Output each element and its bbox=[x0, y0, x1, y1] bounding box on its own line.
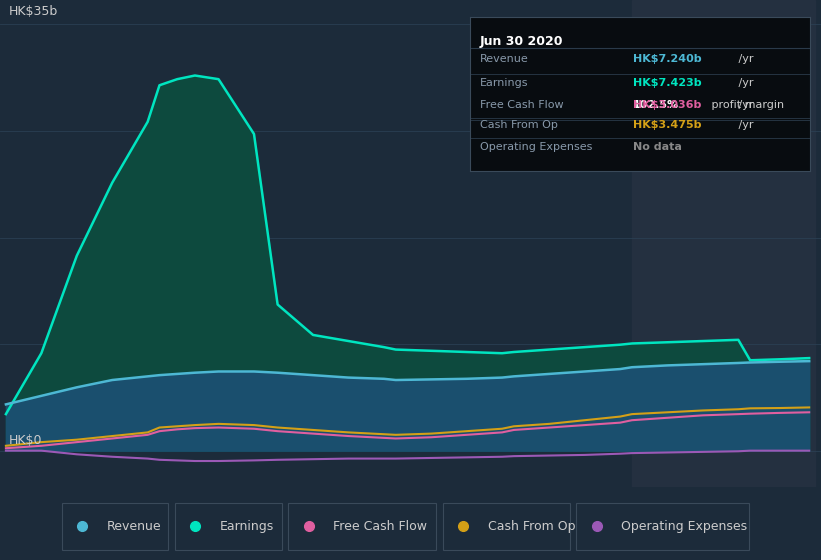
Text: Jun 30 2020: Jun 30 2020 bbox=[479, 35, 563, 48]
Text: Free Cash Flow: Free Cash Flow bbox=[333, 520, 427, 533]
Text: /yr: /yr bbox=[736, 120, 754, 130]
Text: Operating Expenses: Operating Expenses bbox=[621, 520, 748, 533]
Bar bbox=[443, 503, 570, 550]
Text: /yr: /yr bbox=[736, 78, 754, 88]
Text: /yr: /yr bbox=[736, 54, 754, 64]
Bar bbox=[576, 503, 749, 550]
Text: Earnings: Earnings bbox=[479, 78, 529, 88]
Text: Revenue: Revenue bbox=[107, 520, 162, 533]
Text: Revenue: Revenue bbox=[479, 54, 529, 64]
Text: /yr: /yr bbox=[736, 100, 754, 110]
Text: Cash From Op: Cash From Op bbox=[479, 120, 557, 130]
Text: Cash From Op: Cash From Op bbox=[488, 520, 576, 533]
Text: HK$35b: HK$35b bbox=[8, 5, 57, 18]
Bar bbox=[288, 503, 436, 550]
Text: HK$3.036b: HK$3.036b bbox=[633, 100, 701, 110]
Text: HK$3.475b: HK$3.475b bbox=[633, 120, 702, 130]
Text: HK$7.240b: HK$7.240b bbox=[633, 54, 702, 64]
Text: Operating Expenses: Operating Expenses bbox=[479, 142, 592, 152]
Bar bbox=[62, 503, 168, 550]
Text: HK$7.423b: HK$7.423b bbox=[633, 78, 702, 88]
Bar bbox=[632, 0, 815, 487]
Text: No data: No data bbox=[633, 142, 682, 152]
Text: profit margin: profit margin bbox=[708, 100, 784, 110]
Text: HK$0: HK$0 bbox=[8, 434, 42, 447]
Text: Free Cash Flow: Free Cash Flow bbox=[479, 100, 563, 110]
Text: Earnings: Earnings bbox=[220, 520, 274, 533]
Text: 102.5%: 102.5% bbox=[633, 100, 679, 110]
Bar bbox=[175, 503, 282, 550]
